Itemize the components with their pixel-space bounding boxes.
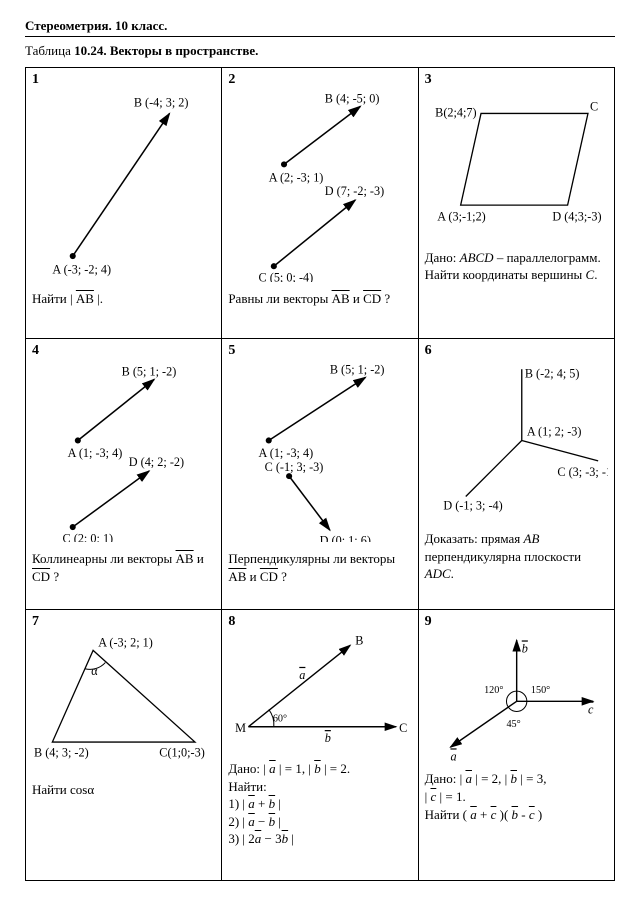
svg-text:C (5; 0; -4): C (5; 0; -4) bbox=[259, 271, 314, 282]
svg-text:a: a bbox=[300, 668, 306, 682]
svg-text:b: b bbox=[521, 641, 527, 655]
svg-text:C (2; 0; 1): C (2; 0; 1) bbox=[63, 531, 114, 542]
svg-text:a: a bbox=[450, 749, 456, 762]
question: Коллинеарны ли векторы AB и CD ? bbox=[32, 550, 215, 585]
question: Найти | AB |. bbox=[32, 290, 215, 308]
svg-text:A (1; 2; -3): A (1; 2; -3) bbox=[527, 424, 582, 438]
cell-4: 4 A (1; -3; 4) B (5; 1; -2) C (2; 0; 1) … bbox=[26, 339, 222, 610]
svg-text:B (5; 1; -2): B (5; 1; -2) bbox=[330, 362, 385, 376]
cell-1: 1 A (-3; -2; 4) B (-4; 3; 2) Найти | AB … bbox=[26, 68, 222, 339]
svg-text:D (4; 2; -2): D (4; 2; -2) bbox=[129, 455, 184, 469]
question: Доказать: прямая AB перпендикулярна плос… bbox=[425, 530, 608, 583]
svg-text:C(1;0;-3): C(1;0;-3) bbox=[159, 745, 204, 759]
diagram-9: b c a 120° 150° 45° bbox=[425, 630, 608, 762]
question: Найти cosα bbox=[32, 781, 215, 799]
svg-text:C (3; -3; -1): C (3; -3; -1) bbox=[557, 465, 608, 479]
svg-text:A (-3; -2; 4): A (-3; -2; 4) bbox=[52, 262, 111, 276]
svg-text:B (5; 1; -2): B (5; 1; -2) bbox=[122, 364, 177, 378]
cell-num: 8 bbox=[228, 614, 411, 630]
svg-text:b: b bbox=[325, 731, 331, 745]
svg-text:B (-4; 3; 2): B (-4; 3; 2) bbox=[134, 95, 189, 109]
cell-num: 3 bbox=[425, 72, 608, 88]
cell-5: 5 A (1; -3; 4) B (5; 1; -2) C (-1; 3; -3… bbox=[222, 339, 418, 610]
section-title: Стереометрия. 10 класс. bbox=[25, 18, 615, 37]
diagram-7: α A (-3; 2; 1) B (4; 3; -2) C(1;0;-3) bbox=[32, 630, 215, 773]
svg-text:D (0; 1; 6): D (0; 1; 6) bbox=[320, 533, 371, 542]
question: Перпендикулярны ли векторы AB и CD ? bbox=[228, 550, 411, 585]
svg-text:M: M bbox=[235, 721, 246, 735]
cell-num: 9 bbox=[425, 614, 608, 630]
diagram-6: B (-2; 4; 5) A (1; 2; -3) C (3; -3; -1) … bbox=[425, 359, 608, 522]
svg-text:B (4; 3; -2): B (4; 3; -2) bbox=[34, 745, 89, 759]
cell-num: 6 bbox=[425, 343, 608, 359]
svg-text:C: C bbox=[590, 99, 598, 113]
svg-text:A (1; -3; 4): A (1; -3; 4) bbox=[259, 446, 314, 460]
cell-2: 2 A (2; -3; 1) B (4; -5; 0) C (5; 0; -4)… bbox=[222, 68, 418, 339]
svg-text:60°: 60° bbox=[273, 714, 287, 725]
svg-text:45°: 45° bbox=[506, 719, 520, 730]
diagram-5: A (1; -3; 4) B (5; 1; -2) C (-1; 3; -3) … bbox=[228, 359, 411, 542]
question: Равны ли векторы AB и CD ? bbox=[228, 290, 411, 308]
diagram-3: A (3;-1;2) B(2;4;7) C D (4;3;-3) bbox=[425, 88, 608, 241]
svg-text:C: C bbox=[399, 721, 407, 735]
svg-text:150°: 150° bbox=[531, 685, 550, 696]
svg-text:A (1; -3; 4): A (1; -3; 4) bbox=[68, 446, 123, 460]
cell-6: 6 B (-2; 4; 5) A (1; 2; -3) C (3; -3; -1… bbox=[418, 339, 614, 610]
cell-num: 4 bbox=[32, 343, 215, 359]
svg-text:C (-1; 3; -3): C (-1; 3; -3) bbox=[265, 460, 324, 474]
svg-text:D (7; -2; -3): D (7; -2; -3) bbox=[325, 184, 384, 198]
diagram-2: A (2; -3; 1) B (4; -5; 0) C (5; 0; -4) D… bbox=[228, 88, 411, 282]
svg-text:c: c bbox=[588, 703, 594, 717]
cell-9: 9 b c a 120° 150° 45° Дано: | a | = 2, |… bbox=[418, 610, 614, 881]
svg-text:α: α bbox=[91, 664, 98, 678]
svg-text:A (-3; 2; 1): A (-3; 2; 1) bbox=[98, 635, 153, 649]
svg-text:B(2;4;7): B(2;4;7) bbox=[435, 106, 476, 120]
svg-text:A (2; -3; 1): A (2; -3; 1) bbox=[269, 171, 324, 185]
diagram-8: M B C a b 60° bbox=[228, 630, 411, 752]
question: Дано: | a | = 1, | b | = 2.Найти:1) | a … bbox=[228, 760, 411, 848]
cell-8: 8 M B C a b 60° Дано: | a | = 1, | b | =… bbox=[222, 610, 418, 881]
cell-num: 5 bbox=[228, 343, 411, 359]
svg-text:D (4;3;-3): D (4;3;-3) bbox=[552, 209, 601, 223]
diagram-4: A (1; -3; 4) B (5; 1; -2) C (2; 0; 1) D … bbox=[32, 359, 215, 542]
svg-text:B (4; -5; 0): B (4; -5; 0) bbox=[325, 91, 380, 105]
svg-text:B: B bbox=[356, 633, 364, 647]
cell-num: 7 bbox=[32, 614, 215, 630]
svg-text:A (3;-1;2): A (3;-1;2) bbox=[437, 209, 486, 223]
cell-3: 3 A (3;-1;2) B(2;4;7) C D (4;3;-3) Дано:… bbox=[418, 68, 614, 339]
cell-num: 1 bbox=[32, 72, 215, 88]
table-title-prefix: Таблица bbox=[25, 43, 74, 58]
svg-text:120°: 120° bbox=[484, 685, 503, 696]
question: Дано: ABCD – параллелограмм. Найти коорд… bbox=[425, 249, 608, 284]
diagram-1: A (-3; -2; 4) B (-4; 3; 2) bbox=[32, 88, 215, 282]
table-title-bold: 10.24. Векторы в пространстве. bbox=[74, 43, 258, 58]
svg-text:D (-1; 3; -4): D (-1; 3; -4) bbox=[443, 499, 502, 513]
table-title: Таблица 10.24. Векторы в пространстве. bbox=[25, 43, 615, 59]
problems-grid: 1 A (-3; -2; 4) B (-4; 3; 2) Найти | AB … bbox=[25, 67, 615, 881]
cell-7: 7 α A (-3; 2; 1) B (4; 3; -2) C(1;0;-3) … bbox=[26, 610, 222, 881]
question: Дано: | a | = 2, | b | = 3,| c | = 1.Най… bbox=[425, 770, 608, 823]
cell-num: 2 bbox=[228, 72, 411, 88]
svg-text:B (-2; 4; 5): B (-2; 4; 5) bbox=[524, 366, 579, 380]
